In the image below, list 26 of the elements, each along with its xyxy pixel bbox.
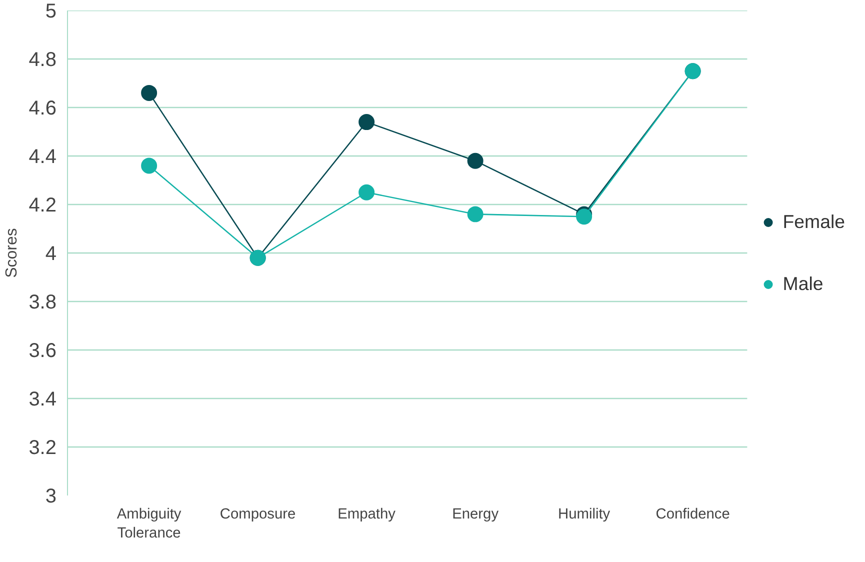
x-tick-label: Confidence <box>656 506 730 522</box>
legend-label: Male <box>782 272 824 294</box>
y-tick-label: 4.4 <box>28 146 57 168</box>
y-tick-label: 4 <box>45 243 56 265</box>
point <box>467 206 484 222</box>
point <box>141 84 158 101</box>
x-tick-label: Ambiguity Tolerance <box>116 506 182 542</box>
point <box>467 152 484 169</box>
legend-label: Female <box>782 210 845 232</box>
y-tick-label: 4.2 <box>28 194 57 216</box>
y-axis-title: Scores <box>4 228 21 278</box>
y-tick-label: 4.8 <box>28 49 57 71</box>
x-tick-label: Energy <box>452 506 500 522</box>
y-tick-label: 4.6 <box>28 98 57 120</box>
y-tick-label: 3.8 <box>28 292 57 314</box>
x-tick-label: Empathy <box>338 506 396 522</box>
y-tick-label: 3.4 <box>28 388 57 410</box>
x-tick-label: Humility <box>558 506 611 522</box>
point <box>358 184 375 200</box>
x-tick-label: Composure <box>220 506 296 522</box>
y-tick-label: 3 <box>45 486 56 508</box>
y-tick-label: 3.6 <box>28 340 57 362</box>
y-tick-label: 5 <box>45 0 56 22</box>
y-tick-label: 3.2 <box>28 437 57 459</box>
point <box>358 114 375 130</box>
point <box>141 158 158 174</box>
